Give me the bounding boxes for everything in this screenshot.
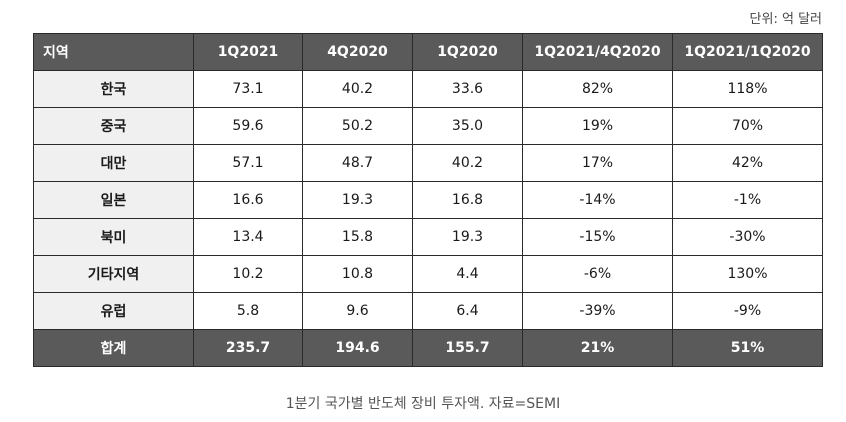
- table-row: 대만 57.1 48.7 40.2 17% 42%: [33, 144, 823, 182]
- table-row: 일본 16.6 19.3 16.8 -14% -1%: [33, 181, 823, 219]
- value-cell: 19.3: [412, 218, 523, 256]
- total-row: 합계 235.7 194.6 155.7 21% 51%: [33, 329, 823, 367]
- value-cell: -9%: [672, 292, 823, 330]
- value-cell: 10.2: [193, 255, 303, 293]
- table-row: 기타지역 10.2 10.8 4.4 -6% 130%: [33, 255, 823, 293]
- value-cell: 10.8: [302, 255, 413, 293]
- value-cell: 118%: [672, 70, 823, 108]
- value-cell: 17%: [522, 144, 673, 182]
- value-cell: 40.2: [302, 70, 413, 108]
- region-cell: 대만: [33, 144, 194, 182]
- header-1q2020: 1Q2020: [412, 33, 523, 71]
- total-cell: 51%: [672, 329, 823, 367]
- value-cell: -39%: [522, 292, 673, 330]
- header-1q2021: 1Q2021: [193, 33, 303, 71]
- value-cell: 73.1: [193, 70, 303, 108]
- header-qoq: 1Q2021/4Q2020: [522, 33, 673, 71]
- region-cell: 중국: [33, 107, 194, 145]
- value-cell: 59.6: [193, 107, 303, 145]
- region-cell: 일본: [33, 181, 194, 219]
- value-cell: 16.8: [412, 181, 523, 219]
- table-row: 한국 73.1 40.2 33.6 82% 118%: [33, 70, 823, 108]
- total-cell: 194.6: [302, 329, 413, 367]
- value-cell: 19%: [522, 107, 673, 145]
- table-caption: 1분기 국가별 반도체 장비 투자액. 자료=SEMI: [285, 396, 561, 412]
- header-yoy: 1Q2021/1Q2020: [672, 33, 823, 71]
- header-4q2020: 4Q2020: [302, 33, 413, 71]
- unit-label: 단위: 억 달러: [749, 12, 822, 27]
- region-cell: 유럽: [33, 292, 194, 330]
- table-row: 북미 13.4 15.8 19.3 -15% -30%: [33, 218, 823, 256]
- value-cell: 13.4: [193, 218, 303, 256]
- value-cell: 9.6: [302, 292, 413, 330]
- header-region: 지역: [33, 33, 194, 71]
- total-label: 합계: [33, 329, 194, 367]
- value-cell: -15%: [522, 218, 673, 256]
- table-row: 유럽 5.8 9.6 6.4 -39% -9%: [33, 292, 823, 330]
- region-cell: 기타지역: [33, 255, 194, 293]
- value-cell: 50.2: [302, 107, 413, 145]
- value-cell: 40.2: [412, 144, 523, 182]
- total-cell: 235.7: [193, 329, 303, 367]
- value-cell: 19.3: [302, 181, 413, 219]
- value-cell: -30%: [672, 218, 823, 256]
- value-cell: 5.8: [193, 292, 303, 330]
- value-cell: 70%: [672, 107, 823, 145]
- table-row: 중국 59.6 50.2 35.0 19% 70%: [33, 107, 823, 145]
- total-cell: 21%: [522, 329, 673, 367]
- value-cell: 42%: [672, 144, 823, 182]
- value-cell: -6%: [522, 255, 673, 293]
- region-cell: 한국: [33, 70, 194, 108]
- value-cell: -14%: [522, 181, 673, 219]
- value-cell: 57.1: [193, 144, 303, 182]
- value-cell: 15.8: [302, 218, 413, 256]
- value-cell: 82%: [522, 70, 673, 108]
- value-cell: 130%: [672, 255, 823, 293]
- table-header-row: 지역 1Q2021 4Q2020 1Q2020 1Q2021/4Q2020 1Q…: [33, 33, 823, 71]
- total-cell: 155.7: [412, 329, 523, 367]
- value-cell: 33.6: [412, 70, 523, 108]
- value-cell: 16.6: [193, 181, 303, 219]
- value-cell: 4.4: [412, 255, 523, 293]
- value-cell: 6.4: [412, 292, 523, 330]
- value-cell: -1%: [672, 181, 823, 219]
- value-cell: 35.0: [412, 107, 523, 145]
- investment-table: 지역 1Q2021 4Q2020 1Q2020 1Q2021/4Q2020 1Q…: [33, 33, 823, 367]
- value-cell: 48.7: [302, 144, 413, 182]
- region-cell: 북미: [33, 218, 194, 256]
